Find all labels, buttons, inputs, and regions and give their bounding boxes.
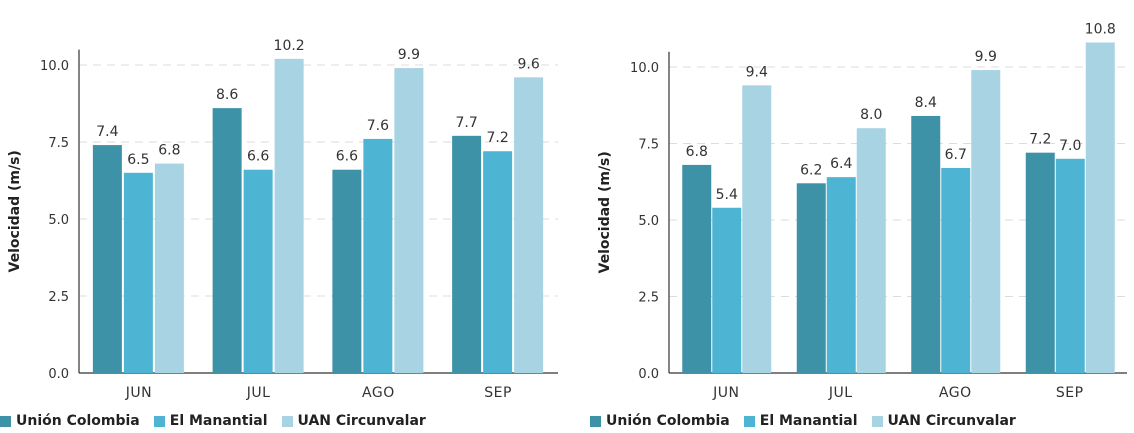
bar	[92, 145, 122, 373]
data-label: 7.6	[367, 118, 389, 134]
legend-swatch	[0, 415, 11, 427]
bar	[394, 68, 424, 373]
legend-item-el-manantial: El Manantial	[153, 413, 268, 429]
chart-right: 0.0 2.5 5.0 7.5 10.0 Velocidad (m/s) 6.8 5.4 9.4…	[590, 0, 1134, 433]
legend-swatch	[153, 415, 165, 427]
legend-item-uan-circunvalar: UAN Circunvalar	[871, 413, 1016, 429]
bar	[514, 77, 544, 373]
legend-swatch	[743, 415, 755, 427]
data-label: 7.0	[1059, 138, 1081, 154]
x-tick-label: JUL	[828, 385, 853, 401]
bar	[941, 167, 971, 373]
bar	[971, 70, 1001, 373]
y-tick-label: 0.0	[48, 367, 69, 382]
bar	[123, 172, 153, 373]
legend-item-uan-circunvalar: UAN Circunvalar	[281, 413, 426, 429]
chart-left-legend: Unión Colombia El Manantial UAN Circunva…	[0, 412, 426, 430]
x-tick-label: SEP	[1056, 385, 1084, 401]
legend-swatch	[281, 415, 293, 427]
data-label: 9.9	[975, 49, 997, 65]
bar	[243, 169, 273, 373]
chart-left-svg: 0.0 2.5 5.0 7.5 10.0 Velocidad (m/s) 7.4 6.5 6.8…	[7, 38, 558, 401]
legend-label: Unión Colombia	[16, 413, 140, 429]
bar	[796, 183, 826, 373]
data-label: 6.6	[247, 149, 269, 165]
legend-label: UAN Circunvalar	[297, 413, 426, 429]
y-tick-label: 2.5	[48, 290, 69, 305]
y-tick-label: 10.0	[630, 61, 659, 76]
data-label: 8.0	[860, 107, 882, 123]
data-label: 7.7	[455, 115, 477, 131]
chart-right-svg: 0.0 2.5 5.0 7.5 10.0 Velocidad (m/s) 6.8 5.4 9.4…	[597, 22, 1127, 401]
data-label: 7.4	[96, 124, 118, 140]
y-tick-label: 5.0	[638, 214, 659, 229]
data-label: 9.9	[398, 47, 420, 63]
bar	[911, 115, 941, 374]
data-label: 7.2	[1029, 132, 1051, 148]
bar	[826, 177, 856, 373]
legend-swatch	[871, 415, 883, 427]
chart-left: 0.0 2.5 5.0 7.5 10.0 Velocidad (m/s) 7.4 6.5 6.8…	[0, 0, 560, 433]
data-label: 6.6	[336, 149, 358, 165]
data-label: 6.5	[127, 152, 149, 168]
y-tick-label: 2.5	[638, 291, 659, 306]
data-label: 9.4	[746, 64, 768, 80]
bar	[712, 207, 742, 373]
bar	[1025, 152, 1055, 373]
bar	[742, 85, 772, 374]
data-label: 6.2	[800, 162, 822, 178]
bar	[1085, 42, 1115, 374]
y-tick-label: 7.5	[48, 136, 69, 151]
x-tick-label: AGO	[939, 385, 972, 401]
y-tick-label: 5.0	[48, 213, 69, 228]
legend-item-union-colombia: Unión Colombia	[0, 413, 140, 429]
bar	[212, 108, 242, 374]
x-tick-label: SEP	[484, 385, 512, 401]
y-axis-title: Velocidad (m/s)	[7, 150, 23, 272]
x-tick-label: JUN	[125, 385, 152, 401]
legend-label: El Manantial	[169, 413, 268, 429]
bar	[363, 138, 393, 373]
data-label: 6.8	[158, 143, 180, 159]
legend-label: UAN Circunvalar	[887, 413, 1016, 429]
bar	[483, 151, 513, 373]
y-axis-title: Velocidad (m/s)	[597, 151, 613, 273]
y-tick-label: 10.0	[40, 59, 69, 74]
bar	[1055, 158, 1085, 373]
bar	[154, 163, 184, 373]
bar	[682, 164, 712, 373]
data-label: 5.4	[716, 187, 738, 203]
x-tick-label: JUL	[246, 385, 271, 401]
legend-label: El Manantial	[759, 413, 858, 429]
data-label: 8.4	[915, 95, 937, 111]
x-tick-label: AGO	[362, 385, 395, 401]
data-label: 7.2	[486, 130, 508, 146]
y-tick-label: 0.0	[638, 367, 659, 382]
data-label: 6.8	[686, 144, 708, 160]
chart-right-legend: Unión Colombia El Manantial UAN Circunva…	[590, 412, 1016, 430]
data-label: 10.2	[274, 38, 305, 54]
legend-label: Unión Colombia	[606, 413, 730, 429]
bar	[274, 58, 304, 374]
data-label: 10.8	[1085, 22, 1116, 38]
data-label: 8.6	[216, 87, 238, 103]
legend-swatch	[590, 415, 601, 427]
bar	[332, 169, 362, 373]
data-label: 6.4	[830, 156, 852, 172]
data-label: 9.6	[517, 56, 539, 72]
bar	[452, 135, 482, 373]
legend-item-el-manantial: El Manantial	[743, 413, 858, 429]
x-tick-label: JUN	[712, 385, 739, 401]
legend-item-union-colombia: Unión Colombia	[590, 413, 730, 429]
bar	[856, 128, 886, 373]
y-tick-label: 7.5	[638, 138, 659, 153]
data-label: 6.7	[945, 147, 967, 163]
